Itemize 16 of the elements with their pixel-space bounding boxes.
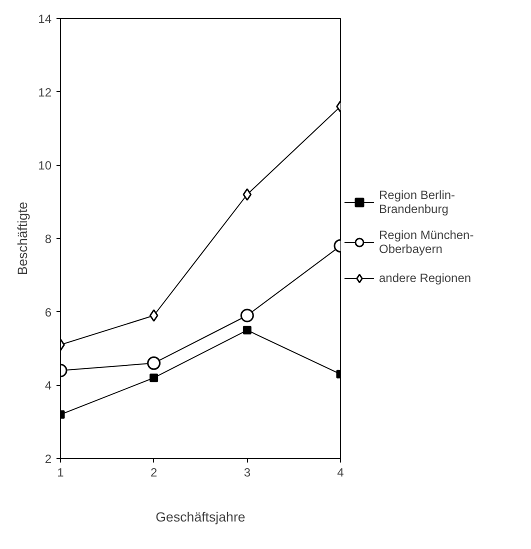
x-tick-label: 1 [57, 466, 64, 480]
y-tick-label: 4 [44, 378, 52, 393]
y-tick-label: 6 [44, 305, 52, 320]
y-tick-label: 10 [38, 158, 52, 173]
y-tick-label: 8 [44, 232, 52, 246]
x-tick-label: 4 [337, 466, 344, 480]
legend-label: Region Berlin-Brandenburg [379, 188, 456, 216]
x-tick-label: 2 [150, 466, 158, 480]
x-tick-label: 3 [244, 466, 251, 480]
y-tick-label: 14 [38, 12, 52, 26]
y-axis-title: Beschäftigte [15, 202, 30, 276]
legend-label: Region München-Oberbayern [379, 228, 474, 256]
y-tick-label: 2 [44, 452, 52, 466]
legend-label: andere Regionen [379, 271, 472, 285]
x-axis-title: Geschäftsjahre [156, 510, 246, 524]
y-tick-label: 12 [38, 85, 52, 100]
